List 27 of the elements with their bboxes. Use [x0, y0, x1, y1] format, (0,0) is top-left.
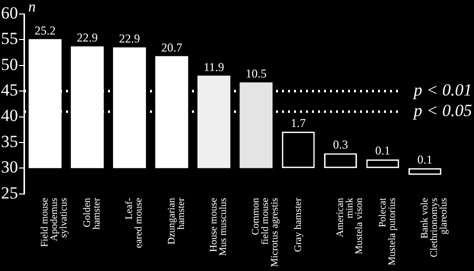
y-tick-label: 60 [1, 3, 18, 22]
annotation: 10.5 [246, 66, 267, 80]
x-tick-label: Field mouse Apodemus sylvaticus [40, 197, 70, 248]
y-axis-title: n [28, 0, 36, 16]
annotation: 0.1 [417, 152, 432, 166]
x-tick-label: Bank vole Clethrionomys glareolus [420, 197, 450, 258]
y-tick-label: 30 [1, 158, 18, 177]
annotation: 0.1 [375, 144, 390, 158]
y-tick-label: 35 [1, 132, 18, 151]
y-tick-label: 25 [1, 183, 18, 202]
annotation: 22.9 [119, 32, 140, 46]
y-tick-label: 55 [1, 29, 18, 48]
x-tick-label: Gray hamster [292, 197, 304, 252]
x-tick-label: Common field mouse Microtus agrestis [250, 197, 281, 267]
annotation: 1.7 [290, 116, 306, 130]
annotation: 20.7 [161, 40, 182, 54]
annotation: 11.9 [204, 60, 224, 74]
ref-line-label: p < 0.01 [412, 80, 472, 100]
x-tick-label: Dzungarian hamster [166, 197, 187, 244]
y-tick-label: 50 [1, 54, 18, 74]
annotation: 22.9 [76, 30, 98, 45]
y-tick-label: 40 [1, 106, 18, 126]
y-tick-label: 45 [1, 80, 18, 100]
annotation: 0.3 [333, 137, 348, 152]
x-tick-label: American mink Mustela vison [335, 198, 366, 254]
ref-line-label: p < 0.05 [412, 101, 472, 120]
annotation: 25.2 [34, 23, 56, 38]
